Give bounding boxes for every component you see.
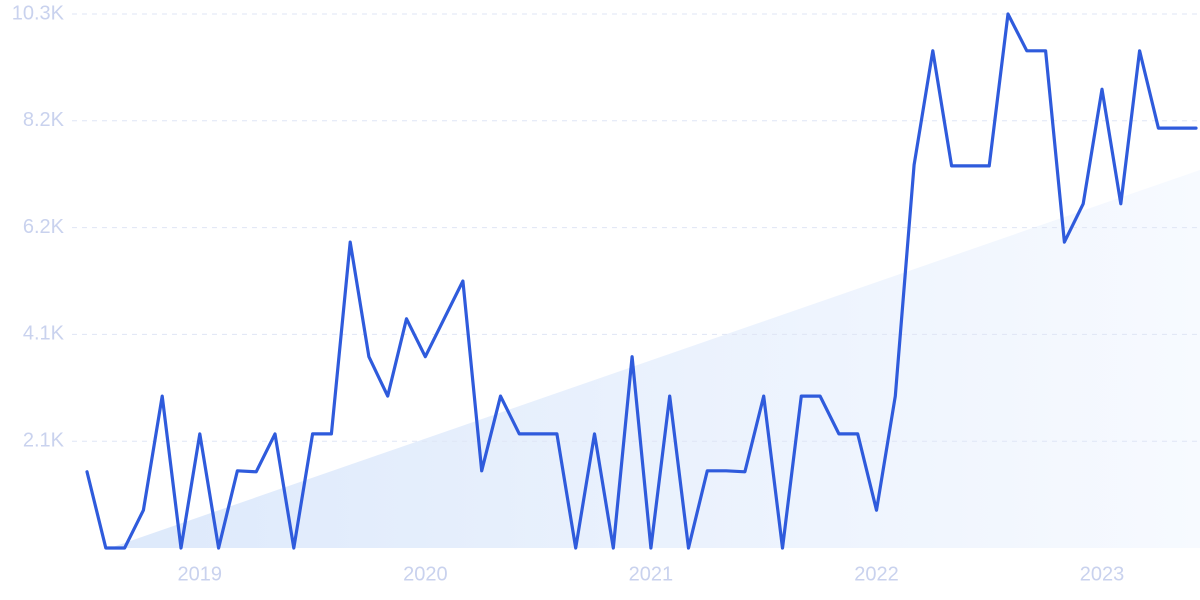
x-tick-label: 2019 xyxy=(178,563,223,585)
x-tick-label: 2021 xyxy=(629,563,674,585)
x-tick-label: 2022 xyxy=(854,563,899,585)
x-tick-label: 2020 xyxy=(403,563,448,585)
trend-area xyxy=(110,170,1200,548)
y-tick-label: 6.2K xyxy=(23,216,65,238)
y-tick-label: 2.1K xyxy=(23,429,65,451)
y-tick-label: 4.1K xyxy=(23,323,65,345)
y-tick-label: 10.3K xyxy=(12,2,65,24)
y-tick-label: 8.2K xyxy=(23,109,65,131)
line xyxy=(85,12,1198,550)
x-tick-label: 2023 xyxy=(1080,563,1125,585)
